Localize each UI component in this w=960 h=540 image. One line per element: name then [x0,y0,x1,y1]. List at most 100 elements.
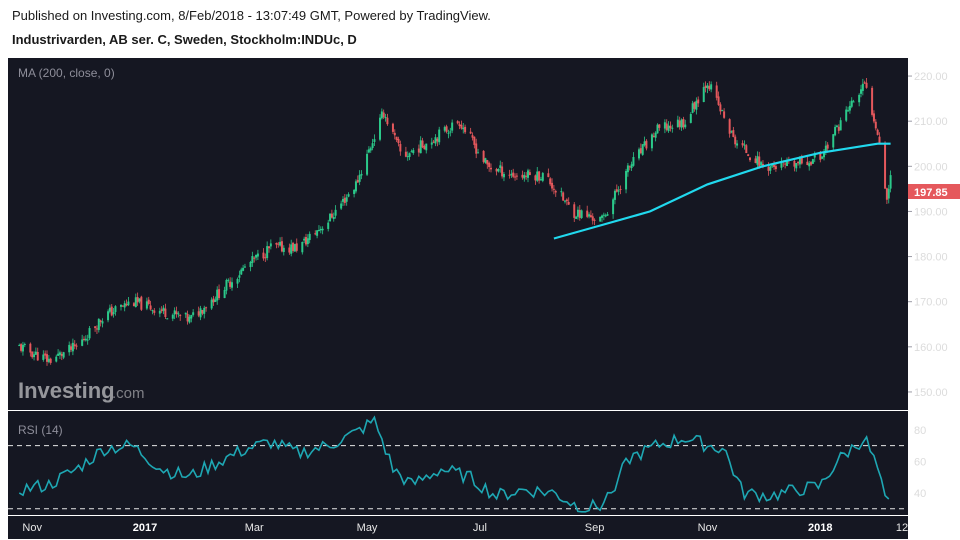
candle-body [793,160,796,167]
candle-body [160,309,163,312]
candle-body [821,156,824,159]
candle-body [539,179,542,181]
candle-body [758,156,761,167]
candle-body [774,166,777,170]
candle-body [34,351,37,355]
candle-body [780,162,783,168]
candle-body [808,163,811,167]
candle-body [613,190,616,200]
rsi-line [18,415,890,513]
candle-body [408,153,411,157]
time-axis[interactable]: Nov 2017 Mar May Jul Sep Nov 2018 12 [22,522,908,534]
candle-body [858,94,861,103]
candle-body [295,243,298,251]
candle-body [645,140,648,149]
candle-body [523,175,526,179]
candle-body [549,178,552,185]
candle-body [55,356,58,362]
candle-body [456,121,459,124]
candle-body [166,318,169,320]
candle-body [547,173,550,178]
candle-body [734,136,737,145]
candle-body [580,210,583,218]
candle-body [134,297,137,307]
candle-body [680,119,683,128]
candle-body [395,136,398,140]
candle-body [86,339,89,341]
candle-body [179,315,182,317]
candle-body [75,345,78,347]
candle-body [358,174,361,182]
candle-body [575,216,578,219]
candle-body [589,215,592,218]
candle-body [784,163,787,165]
candle-body [767,166,770,171]
last-price-tag [908,184,960,199]
candle-body [852,101,855,103]
candle-body [262,252,265,259]
candle-body [573,204,576,218]
candle-body [669,125,672,129]
candle-body [132,303,135,307]
candle-body [186,313,189,322]
time-tick-label: 2017 [133,522,157,534]
candle-body [430,142,433,145]
candle-body [576,209,579,217]
candle-body [301,241,304,253]
candle-body [889,175,892,189]
candle-body [425,143,428,151]
candle-body [42,354,45,360]
candle-body [756,156,759,165]
candle-body [264,257,267,259]
candle-body [229,281,232,287]
candle-body [112,312,115,315]
candle-body [99,320,102,322]
rsi-panel-bg [8,411,908,515]
candle-body [329,213,332,222]
time-tick-label: 2018 [808,522,832,534]
candle-body [865,82,868,88]
rsi-bands [8,445,908,510]
candle-body [741,143,744,146]
candle-body [269,243,272,247]
candle-body [832,134,835,148]
candle-body [876,129,879,135]
candle-body [451,122,454,131]
candle-body [36,352,39,361]
candle-body [158,310,161,314]
candle-body [371,143,374,149]
rsi-tick-label: 40 [914,488,926,500]
candle-body [490,167,492,170]
candle-body [638,149,640,159]
candle-body [225,280,228,291]
candle-body [878,136,881,144]
candle-body [525,175,528,177]
candle-body [656,124,659,134]
candle-body [658,124,661,128]
candle-body [391,123,394,132]
candle-body [771,165,774,167]
candle-body [512,172,515,177]
candle-body [145,301,148,309]
candle-body [641,144,644,155]
rsi-indicator-label[interactable]: RSI (14) [18,423,63,437]
candle-body [73,344,76,347]
ma-indicator-label[interactable]: MA (200, close, 0) [18,66,115,80]
candle-body [210,299,213,309]
candle-body [599,216,602,222]
candle-body [149,305,152,310]
candle-body [761,163,764,167]
candle-body [691,103,694,113]
candle-body [591,216,594,221]
price-axis[interactable]: 220.00 210.00 200.00 190.00 180.00 170.00 160.… [908,71,948,399]
candle-body [303,238,306,241]
candle-body [332,216,335,220]
candle-body [438,129,441,143]
candle-body [175,311,178,315]
candle-body [798,157,801,165]
candle-body [682,119,685,128]
candle-body [719,104,722,112]
candle-body [423,146,426,150]
rsi-axis[interactable]: 80 60 40 [914,425,926,500]
